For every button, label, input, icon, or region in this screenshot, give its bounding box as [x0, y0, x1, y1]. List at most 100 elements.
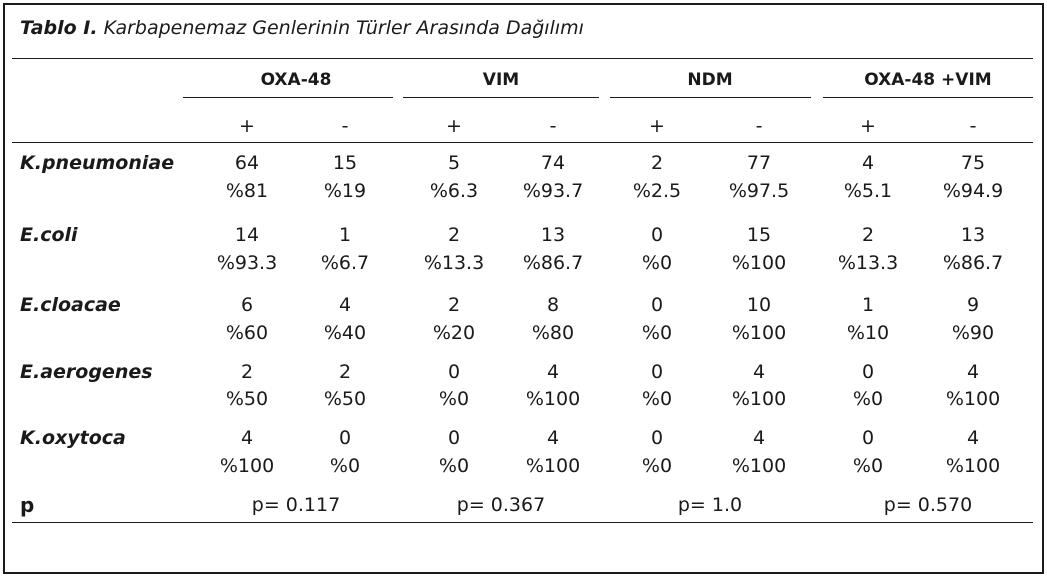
count-cell: 4: [546, 427, 560, 449]
count-cell: 0: [861, 361, 875, 383]
p-row-label: p: [20, 493, 35, 517]
percent-cell: %2.5: [632, 180, 682, 202]
percent-cell: %13.3: [423, 252, 485, 274]
sign-header: -: [755, 115, 763, 137]
percent-cell: %0: [438, 455, 470, 477]
count-cell: 2: [447, 294, 461, 316]
percent-cell: %0: [641, 455, 673, 477]
count-cell: 4: [966, 427, 980, 449]
count-cell: 0: [650, 224, 664, 246]
percent-cell: %90: [951, 322, 995, 344]
count-cell: 9: [966, 294, 980, 316]
percent-cell: %50: [225, 388, 269, 410]
percent-cell: %100: [945, 388, 1001, 410]
percent-cell: %100: [731, 322, 787, 344]
percent-cell: %60: [225, 322, 269, 344]
bottom-rule: [12, 522, 1033, 523]
count-cell: 0: [447, 361, 461, 383]
percent-cell: %0: [329, 455, 361, 477]
percent-cell: %94.9: [942, 180, 1004, 202]
sign-header: -: [549, 115, 557, 137]
percent-cell: %0: [641, 322, 673, 344]
count-cell: 4: [546, 361, 560, 383]
group-rule-oxa48: [183, 97, 393, 98]
percent-cell: %6.3: [429, 180, 479, 202]
percent-cell: %19: [323, 180, 367, 202]
p-value-cell: p= 1.0: [677, 494, 743, 516]
count-cell: 0: [650, 294, 664, 316]
group-header: VIM: [482, 70, 520, 90]
count-cell: 2: [338, 361, 352, 383]
count-cell: 2: [447, 224, 461, 246]
row-label: E.cloacae: [20, 294, 121, 316]
percent-cell: %86.7: [942, 252, 1004, 274]
count-cell: 4: [752, 427, 766, 449]
caption-title: Karbapenemaz Genlerinin Türler Arasında …: [103, 17, 584, 39]
group-rule-oxa48-vim: [823, 97, 1033, 98]
sign-header: -: [341, 115, 349, 137]
percent-cell: %97.5: [728, 180, 790, 202]
count-cell: 0: [650, 427, 664, 449]
count-cell: 15: [332, 152, 358, 174]
header-bottom-rule: [12, 142, 1033, 143]
percent-cell: %100: [731, 455, 787, 477]
count-cell: 13: [540, 224, 566, 246]
count-cell: 1: [338, 224, 352, 246]
count-cell: 2: [861, 224, 875, 246]
sign-header: +: [446, 115, 462, 137]
percent-cell: %100: [945, 455, 1001, 477]
percent-cell: %0: [438, 388, 470, 410]
count-cell: 4: [338, 294, 352, 316]
p-value-cell: p= 0.367: [456, 494, 546, 516]
count-cell: 0: [447, 427, 461, 449]
row-label: K.oxytoca: [20, 427, 126, 449]
group-rule-vim: [403, 97, 599, 98]
count-cell: 2: [650, 152, 664, 174]
percent-cell: %100: [731, 252, 787, 274]
sign-header: +: [239, 115, 255, 137]
count-cell: 0: [861, 427, 875, 449]
count-cell: 75: [960, 152, 986, 174]
sign-header: +: [649, 115, 665, 137]
p-value-cell: p= 0.117: [251, 494, 341, 516]
percent-cell: %0: [852, 455, 884, 477]
group-rule-ndm: [610, 97, 811, 98]
percent-cell: %100: [525, 388, 581, 410]
count-cell: 8: [546, 294, 560, 316]
caption-label: Tablo I.: [20, 17, 98, 39]
count-cell: 13: [960, 224, 986, 246]
count-cell: 5: [447, 152, 461, 174]
percent-cell: %80: [531, 322, 575, 344]
p-value-cell: p= 0.570: [883, 494, 973, 516]
percent-cell: %100: [525, 455, 581, 477]
row-label: E.aerogenes: [20, 361, 153, 383]
percent-cell: %0: [852, 388, 884, 410]
group-header: OXA-48 +VIM: [864, 70, 992, 90]
count-cell: 2: [240, 361, 254, 383]
count-cell: 4: [861, 152, 875, 174]
count-cell: 4: [240, 427, 254, 449]
count-cell: 6: [240, 294, 254, 316]
count-cell: 64: [234, 152, 260, 174]
count-cell: 14: [234, 224, 260, 246]
percent-cell: %40: [323, 322, 367, 344]
percent-cell: %13.3: [837, 252, 899, 274]
count-cell: 74: [540, 152, 566, 174]
count-cell: 1: [861, 294, 875, 316]
percent-cell: %100: [731, 388, 787, 410]
percent-cell: %100: [219, 455, 275, 477]
percent-cell: %86.7: [522, 252, 584, 274]
percent-cell: %10: [846, 322, 890, 344]
count-cell: 10: [746, 294, 772, 316]
percent-cell: %93.7: [522, 180, 584, 202]
top-rule: [12, 58, 1033, 59]
sign-header: -: [969, 115, 977, 137]
percent-cell: %5.1: [843, 180, 893, 202]
group-header: NDM: [687, 70, 733, 90]
count-cell: 0: [650, 361, 664, 383]
percent-cell: %0: [641, 252, 673, 274]
count-cell: 4: [752, 361, 766, 383]
percent-cell: %81: [225, 180, 269, 202]
percent-cell: %50: [323, 388, 367, 410]
percent-cell: %93.3: [216, 252, 278, 274]
